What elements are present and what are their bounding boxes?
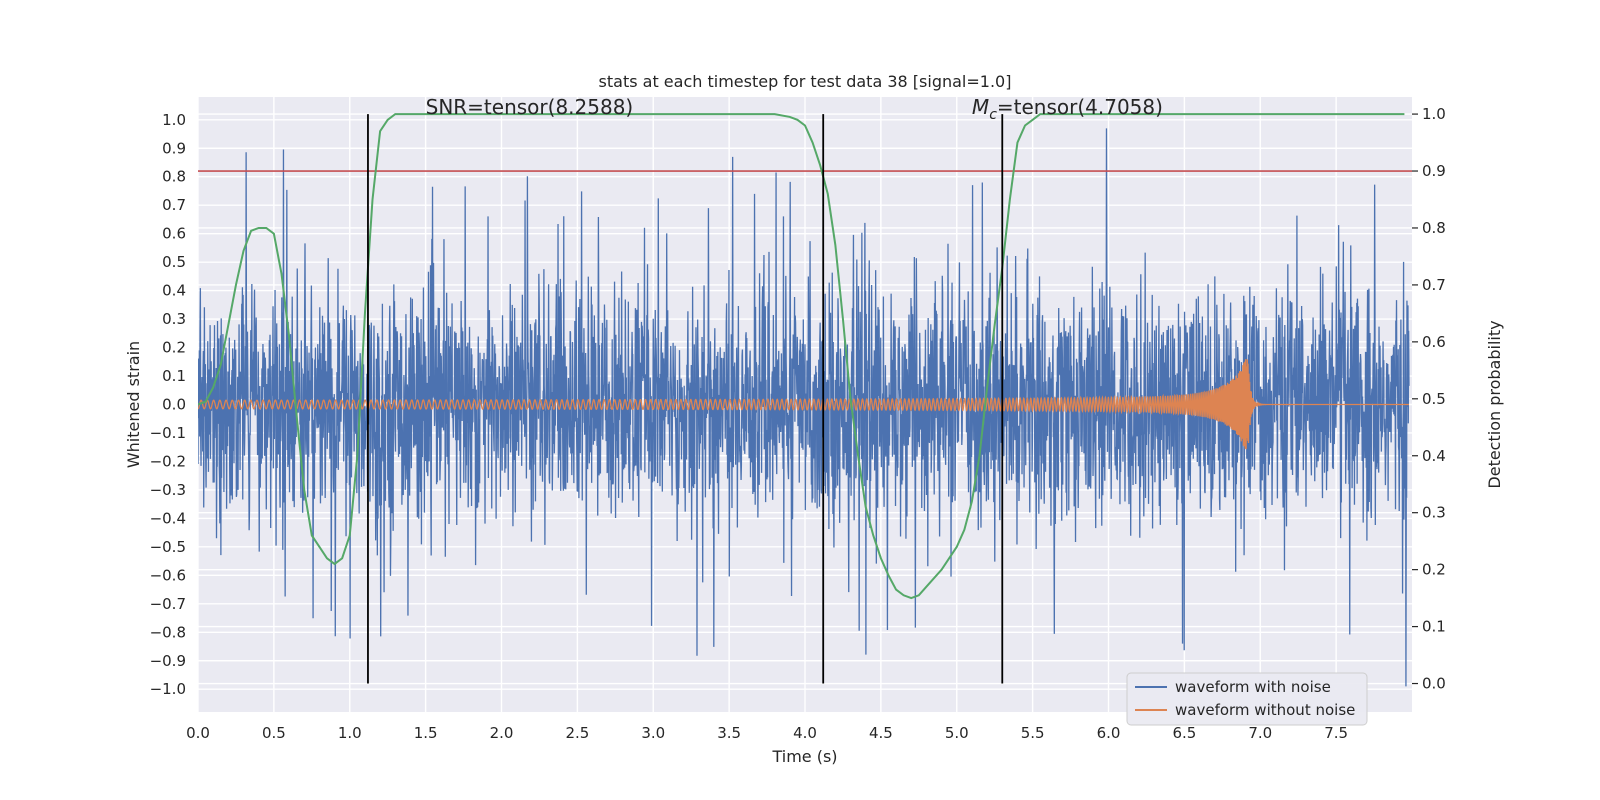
x-tick-label: 5.0: [945, 724, 969, 742]
x-tick-label: 4.0: [793, 724, 817, 742]
y-left-tick-label: 0.0: [162, 396, 186, 414]
y-left-tick-label: 0.8: [162, 168, 186, 186]
x-axis-ticks: 0.0 0.5 1.0 1.5 2.0 2.5 3.0 3.5 4.0 4.5 5.0 5.5 6.0 6…: [186, 724, 1348, 742]
chart-title: stats at each timestep for test data 38 …: [599, 72, 1012, 91]
y-right-tick-label: 0.0: [1422, 675, 1446, 693]
y-left-tick-label: −0.9: [150, 652, 186, 670]
y-left-tick-label: 0.3: [162, 310, 186, 328]
x-tick-label: 7.0: [1248, 724, 1272, 742]
x-tick-label: 5.5: [1021, 724, 1045, 742]
y-right-axis-label: Detection probability: [1485, 320, 1504, 488]
x-tick-label: 4.5: [869, 724, 893, 742]
x-tick-label: 2.5: [565, 724, 589, 742]
y-left-tick-label: −0.2: [150, 452, 186, 470]
y-left-axis-ticks: 1.0 0.9 0.8 0.7 0.6 0.5 0.4 0.3 0.2 0.1 0.0 −0.1 −0.…: [150, 111, 186, 698]
clean-waveform-line: [198, 359, 1409, 450]
y-right-tick-label: 0.3: [1422, 504, 1446, 522]
noisy-waveform-line: [198, 128, 1410, 687]
x-tick-label: 0.5: [262, 724, 286, 742]
y-left-tick-label: −1.0: [150, 680, 186, 698]
y-left-tick-label: −0.4: [150, 509, 186, 527]
y-right-tick-label: 1.0: [1422, 105, 1446, 123]
y-left-tick-label: 0.1: [162, 367, 186, 385]
y-left-tick-label: 0.7: [162, 196, 186, 214]
x-tick-label: 3.0: [641, 724, 665, 742]
legend-label-noisy: waveform with noise: [1175, 678, 1331, 696]
y-left-tick-label: 0.9: [162, 139, 186, 157]
x-tick-label: 7.5: [1324, 724, 1348, 742]
y-right-tick-label: 0.9: [1422, 162, 1446, 180]
x-tick-label: 1.0: [338, 724, 362, 742]
legend-box: [1126, 672, 1368, 726]
y-right-tick-label: 0.6: [1422, 333, 1446, 351]
mc-annotation: Mc=tensor(4.7058): [972, 95, 1163, 123]
x-tick-label: 6.5: [1172, 724, 1196, 742]
annotations: SNR=tensor(8.2588) Mc=tensor(4.7058): [426, 95, 1163, 123]
x-tick-label: 1.5: [414, 724, 438, 742]
y-left-tick-label: −0.5: [150, 538, 186, 556]
legend-label-clean: waveform without noise: [1175, 701, 1355, 719]
y-left-tick-label: 0.5: [162, 253, 186, 271]
snr-annotation: SNR=tensor(8.2588): [426, 95, 634, 119]
y-left-tick-label: 0.4: [162, 282, 186, 300]
x-tick-label: 2.0: [490, 724, 514, 742]
y-right-axis-ticks: 1.0 0.9 0.8 0.7 0.6 0.5 0.4 0.3 0.2 0.1 0.0: [1412, 105, 1446, 693]
x-axis-label: Time (s): [771, 747, 837, 766]
x-tick-label: 3.5: [717, 724, 741, 742]
y-right-tick-label: 0.4: [1422, 447, 1446, 465]
y-left-tick-label: 0.2: [162, 339, 186, 357]
x-tick-label: 6.0: [1097, 724, 1121, 742]
y-right-tick-label: 0.7: [1422, 276, 1446, 294]
y-left-tick-label: 1.0: [162, 111, 186, 129]
x-tick-label: 0.0: [186, 724, 210, 742]
y-right-tick-label: 0.2: [1422, 561, 1446, 579]
y-right-tick-label: 0.1: [1422, 618, 1446, 636]
y-left-tick-label: −0.6: [150, 566, 186, 584]
y-left-axis-label: Whitened strain: [124, 341, 143, 468]
y-left-tick-label: −0.8: [150, 623, 186, 641]
y-left-tick-label: −0.3: [150, 481, 186, 499]
legend: waveform with noise waveform without nois…: [1126, 672, 1368, 726]
series-layer: [198, 113, 1412, 687]
y-left-tick-label: −0.7: [150, 595, 186, 613]
y-right-tick-label: 0.8: [1422, 219, 1446, 237]
y-left-tick-label: −0.1: [150, 424, 186, 442]
y-right-tick-label: 0.5: [1422, 390, 1446, 408]
y-left-tick-label: 0.6: [162, 225, 186, 243]
